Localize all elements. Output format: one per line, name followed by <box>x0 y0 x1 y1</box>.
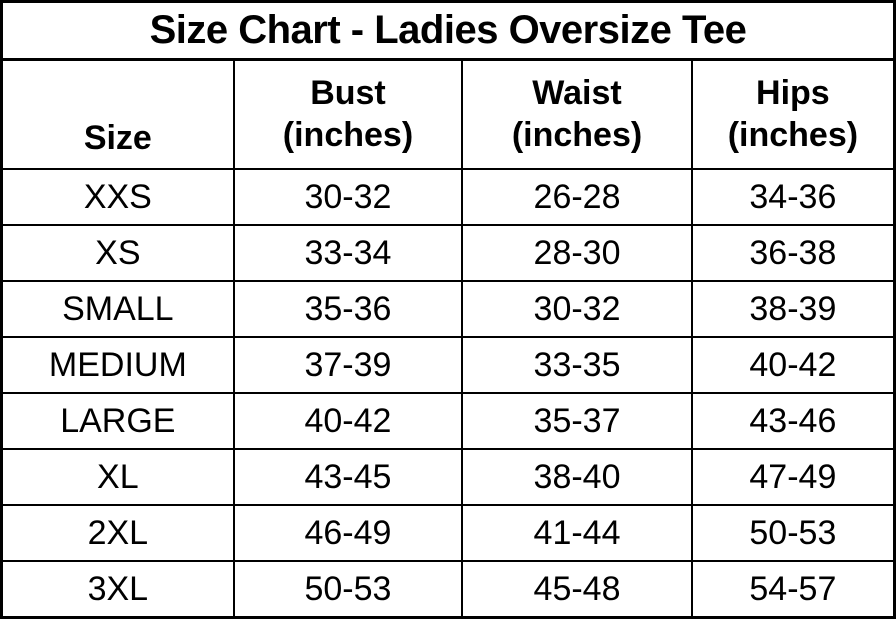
cell-waist: 26-28 <box>461 168 693 226</box>
table-row-xs: XS 33-34 28-30 36-38 <box>0 224 896 282</box>
cell-hips: 40-42 <box>690 336 896 394</box>
cell-bust: 43-45 <box>232 448 464 506</box>
cell-hips: 43-46 <box>690 392 896 450</box>
cell-waist: 33-35 <box>461 336 693 394</box>
table-row-3xl: 3XL 50-53 45-48 54-57 <box>0 560 896 619</box>
column-header-label: Bust <box>310 74 386 113</box>
cell-size: XS <box>0 224 235 282</box>
cell-waist: 35-37 <box>461 392 693 450</box>
cell-size: SMALL <box>0 280 235 338</box>
column-header-label: Waist <box>532 74 622 113</box>
column-header-bust: Bust (inches) <box>232 58 464 170</box>
column-header-unit: (inches) <box>282 115 414 154</box>
cell-waist: 45-48 <box>461 560 693 619</box>
cell-waist: 41-44 <box>461 504 693 562</box>
cell-waist: 30-32 <box>461 280 693 338</box>
cell-bust: 50-53 <box>232 560 464 619</box>
column-header-label: Hips <box>756 74 830 113</box>
cell-size: XXS <box>0 168 235 226</box>
column-header-hips: Hips (inches) <box>690 58 896 170</box>
column-header-unit: (inches) <box>511 115 643 154</box>
table-row-2xl: 2XL 46-49 41-44 50-53 <box>0 504 896 562</box>
cell-hips: 38-39 <box>690 280 896 338</box>
column-header-unit: (inches) <box>727 115 859 154</box>
cell-bust: 40-42 <box>232 392 464 450</box>
title-row: Size Chart - Ladies Oversize Tee <box>0 0 896 61</box>
page-title: Size Chart - Ladies Oversize Tee <box>0 0 896 61</box>
cell-size: XL <box>0 448 235 506</box>
cell-bust: 46-49 <box>232 504 464 562</box>
cell-hips: 54-57 <box>690 560 896 619</box>
cell-bust: 33-34 <box>232 224 464 282</box>
cell-bust: 35-36 <box>232 280 464 338</box>
cell-hips: 36-38 <box>690 224 896 282</box>
cell-size: 3XL <box>0 560 235 619</box>
cell-bust: 37-39 <box>232 336 464 394</box>
column-header-size: Size <box>0 58 235 170</box>
column-header-waist: Waist (inches) <box>461 58 693 170</box>
table-row-small: SMALL 35-36 30-32 38-39 <box>0 280 896 338</box>
cell-size: LARGE <box>0 392 235 450</box>
table-row-xxs: XXS 30-32 26-28 34-36 <box>0 168 896 226</box>
cell-waist: 28-30 <box>461 224 693 282</box>
cell-hips: 50-53 <box>690 504 896 562</box>
table-row-medium: MEDIUM 37-39 33-35 40-42 <box>0 336 896 394</box>
table-row-large: LARGE 40-42 35-37 43-46 <box>0 392 896 450</box>
cell-size: 2XL <box>0 504 235 562</box>
cell-hips: 47-49 <box>690 448 896 506</box>
cell-hips: 34-36 <box>690 168 896 226</box>
table-row-xl: XL 43-45 38-40 47-49 <box>0 448 896 506</box>
header-row: Size Bust (inches) Waist (inches) Hips (… <box>0 58 896 170</box>
cell-waist: 38-40 <box>461 448 693 506</box>
cell-size: MEDIUM <box>0 336 235 394</box>
cell-bust: 30-32 <box>232 168 464 226</box>
